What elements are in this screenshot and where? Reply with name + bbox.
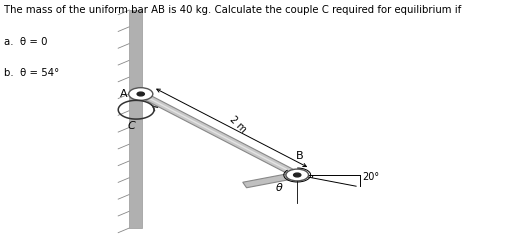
- Text: a.  θ = 0: a. θ = 0: [5, 37, 48, 48]
- Text: B: B: [295, 151, 303, 161]
- Text: 20°: 20°: [362, 172, 379, 182]
- Circle shape: [293, 173, 301, 177]
- Text: b.  θ = 54°: b. θ = 54°: [5, 68, 60, 78]
- Circle shape: [286, 169, 309, 181]
- Bar: [130, 10, 142, 228]
- Text: θ: θ: [276, 183, 283, 193]
- Text: C: C: [128, 121, 136, 132]
- Circle shape: [129, 88, 153, 100]
- Text: A: A: [120, 89, 127, 99]
- Text: 2 m: 2 m: [228, 114, 248, 135]
- Text: The mass of the uniform bar AB is 40 kg. Calculate the couple C required for equ: The mass of the uniform bar AB is 40 kg.…: [5, 5, 462, 15]
- Polygon shape: [137, 92, 301, 177]
- Polygon shape: [243, 171, 306, 188]
- Circle shape: [137, 92, 144, 96]
